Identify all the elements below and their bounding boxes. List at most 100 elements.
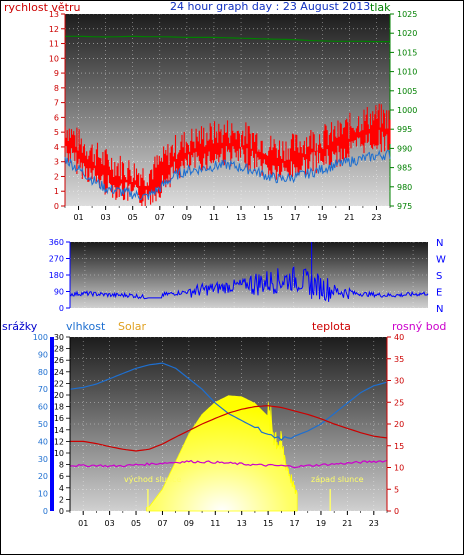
- x-tick-label: 15: [263, 213, 273, 222]
- compass-label: W: [436, 255, 446, 266]
- x-tick-label: 17: [290, 213, 300, 222]
- humidity-tick-label: 60: [38, 403, 48, 412]
- wind-tick-label: 13: [49, 10, 59, 19]
- direction-tick-label: 180: [49, 271, 64, 280]
- temperature-tick-label: 40: [394, 333, 404, 342]
- temperature-tick-label: 15: [394, 442, 404, 451]
- sunrise-annotation: východ slunce: [124, 475, 181, 484]
- humidity-tick-label: 90: [38, 350, 48, 359]
- dewpoint-label: rosný bod: [392, 320, 446, 333]
- wind-x-axis: 01 03 05 07 09 11 13 15 17 19 21 23: [64, 206, 391, 222]
- left2-tick-label: 16: [54, 414, 64, 423]
- temperature-tick-label: 30: [394, 377, 404, 386]
- climate-series: [69, 362, 388, 469]
- humidity-tick-label: 0: [43, 507, 48, 516]
- left2-tick-label: 0: [59, 507, 64, 516]
- left2-tick-label: 24: [54, 368, 64, 377]
- pressure-tick-label: 1020: [397, 29, 417, 38]
- wind-axis-label: rychlost větru: [4, 1, 80, 14]
- wind-tick-label: 4: [54, 143, 59, 152]
- rain-label: srážky: [2, 320, 38, 333]
- climate-x-axis: 01 03 05 07 09 11 13 15 17 19 21 23: [69, 511, 388, 528]
- pressure-axis-label: tlak: [370, 1, 391, 14]
- direction-tick-label: 360: [49, 238, 64, 247]
- x-tick-label: 21: [342, 519, 352, 528]
- pressure-tick-label: 990: [397, 144, 412, 153]
- x-tick-label: 07: [157, 519, 167, 528]
- humidity-label: vlhkost: [66, 320, 106, 333]
- compass-label: N: [436, 238, 443, 249]
- wind-tick-label: 0: [54, 202, 59, 211]
- wind-tick-label: 2: [54, 172, 59, 181]
- left2-tick-label: 12: [54, 437, 64, 446]
- temperature-tick-label: 25: [394, 398, 404, 407]
- left2-tick-label: 10: [54, 449, 64, 458]
- pressure-series: [65, 35, 390, 43]
- left2-tick-label: 2: [59, 495, 64, 504]
- wind-speed-series: [64, 103, 391, 206]
- wind-tick-label: 8: [54, 84, 59, 93]
- temperature-series: [70, 405, 388, 452]
- x-tick-label: 19: [316, 519, 326, 528]
- compass-label: S: [436, 271, 442, 282]
- humidity-tick-label: 30: [38, 455, 48, 464]
- solar-area: [146, 395, 331, 512]
- x-tick-label: 03: [101, 213, 111, 222]
- left2-tick-label: 14: [54, 426, 64, 435]
- pressure-tick-label: 995: [397, 125, 412, 134]
- x-tick-label: 05: [131, 519, 141, 528]
- wind-grid: [65, 13, 390, 207]
- temperature-axis: 0 5 10 15 20 25 30 35 40: [386, 333, 404, 516]
- wind-tick-label: 11: [49, 40, 59, 49]
- pressure-tick-label: 1025: [397, 10, 417, 19]
- dewpoint-series: [69, 459, 388, 469]
- pressure-tick-label: 1000: [397, 106, 417, 115]
- pressure-tick-label: 985: [397, 164, 412, 173]
- x-tick-label: 17: [289, 519, 299, 528]
- pressure-tick-label: 1005: [397, 87, 417, 96]
- wind-tick-label: 7: [54, 99, 59, 108]
- x-tick-label: 19: [317, 213, 327, 222]
- x-tick-label: 01: [78, 519, 88, 528]
- temperature-tick-label: 5: [394, 485, 399, 494]
- wind-tick-label: 1: [54, 187, 59, 196]
- sunset-annotation: západ slunce: [311, 475, 364, 484]
- direction-series: [69, 242, 429, 302]
- wind-tick-label: 3: [54, 158, 59, 167]
- pressure-tick-label: 1015: [397, 48, 417, 57]
- humidity-tick-label: 40: [38, 437, 48, 446]
- x-tick-label: 11: [209, 213, 219, 222]
- x-tick-label: 09: [184, 519, 194, 528]
- direction-tick-label: 90: [54, 288, 64, 297]
- pressure-tick-label: 975: [397, 202, 412, 211]
- wind-tick-label: 6: [54, 113, 59, 122]
- left2-tick-label: 8: [59, 461, 64, 470]
- direction-series: [69, 266, 429, 302]
- x-tick-label: 13: [237, 519, 247, 528]
- x-tick-label: 01: [73, 213, 83, 222]
- left2-tick-label: 22: [54, 379, 64, 388]
- pressure-tick-label: 1010: [397, 68, 417, 77]
- left2-tick-label: 6: [59, 472, 64, 481]
- wind-tick-label: 12: [49, 25, 59, 34]
- solar-series: [146, 395, 298, 512]
- temperature-tick-label: 35: [394, 355, 404, 364]
- temperature-label: teplota: [312, 320, 351, 333]
- direction-left-axis: 0 90 180 270 360: [49, 238, 71, 313]
- x-tick-label: 09: [182, 213, 192, 222]
- pressure-right-axis: 975 980 985 990 995 1000 1005 1010 1015 1020 1025: [389, 10, 417, 211]
- x-tick-label: 03: [105, 519, 115, 528]
- x-tick-label: 11: [210, 519, 220, 528]
- humidity-tick-label: 100: [33, 333, 48, 342]
- humidity-tick-label: 80: [38, 368, 48, 377]
- wind-series: [64, 35, 391, 206]
- left2-tick-label: 26: [54, 356, 64, 365]
- wind-tick-label: 9: [54, 69, 59, 78]
- humidity-tick-label: 20: [38, 472, 48, 481]
